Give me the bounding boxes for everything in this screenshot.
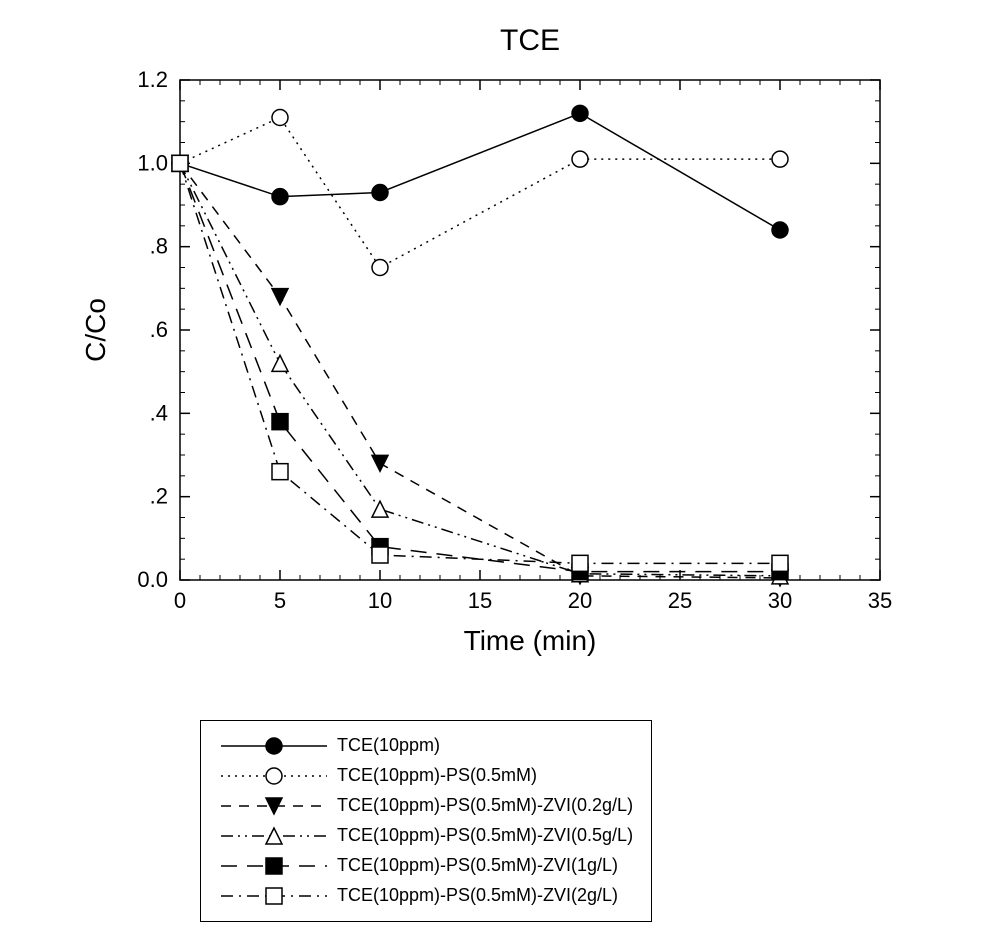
chart-svg: TCE 0 5 10 15 20 25 30 35 0.0 .2 .4 .6 .8 1.0 1.2 Time (… xyxy=(50,10,938,710)
marker-tce xyxy=(372,185,388,201)
marker-tce xyxy=(272,189,288,205)
series-line-tce_ps_zvi1 xyxy=(180,163,780,571)
legend-row: TCE(10ppm)-PS(0.5mM)-ZVI(2g/L) xyxy=(219,881,633,911)
legend-label: TCE(10ppm)-PS(0.5mM)-ZVI(1g/L) xyxy=(329,856,618,876)
legend-swatch xyxy=(219,791,329,821)
svg-text:10: 10 xyxy=(368,588,392,613)
legend-swatch xyxy=(219,731,329,761)
page-root: TCE 0 5 10 15 20 25 30 35 0.0 .2 .4 .6 .8 1.0 1.2 Time (… xyxy=(0,0,988,939)
chart-area: TCE 0 5 10 15 20 25 30 35 0.0 .2 .4 .6 .8 1.0 1.2 Time (… xyxy=(50,10,938,710)
legend-row: TCE(10ppm) xyxy=(219,731,633,761)
legend-swatch xyxy=(219,851,329,881)
marker-tce_ps xyxy=(572,151,588,167)
marker-tce_ps_zvi02 xyxy=(372,455,388,471)
series-line-tce_ps_zvi2 xyxy=(180,163,780,563)
svg-text:5: 5 xyxy=(274,588,286,613)
legend-label: TCE(10ppm)-PS(0.5mM)-ZVI(0.2g/L) xyxy=(329,796,633,816)
legend-row: TCE(10ppm)-PS(0.5mM)-ZVI(0.5g/L) xyxy=(219,821,633,851)
marker-tce xyxy=(772,222,788,238)
legend-row: TCE(10ppm)-PS(0.5mM) xyxy=(219,761,633,791)
legend-label: TCE(10ppm) xyxy=(329,736,440,756)
svg-text:0: 0 xyxy=(174,588,186,613)
svg-text:20: 20 xyxy=(568,588,592,613)
svg-text:25: 25 xyxy=(668,588,692,613)
series-line-tce_ps_zvi02 xyxy=(180,163,780,578)
svg-text:.4: .4 xyxy=(150,400,168,425)
svg-text:.6: .6 xyxy=(150,317,168,342)
svg-text:0.0: 0.0 xyxy=(137,567,168,592)
svg-text:30: 30 xyxy=(768,588,792,613)
legend-label: TCE(10ppm)-PS(0.5mM)-ZVI(2g/L) xyxy=(329,886,618,906)
svg-text:1.2: 1.2 xyxy=(137,67,168,92)
legend-row: TCE(10ppm)-PS(0.5mM)-ZVI(1g/L) xyxy=(219,851,633,881)
svg-text:C/Co: C/Co xyxy=(80,298,111,362)
series-line-tce xyxy=(180,113,780,230)
legend-label: TCE(10ppm)-PS(0.5mM) xyxy=(329,766,537,786)
marker-tce_ps xyxy=(272,110,288,126)
marker-tce_ps xyxy=(372,260,388,276)
svg-text:.2: .2 xyxy=(150,484,168,509)
series-line-tce_ps_zvi05 xyxy=(180,163,780,576)
svg-text:35: 35 xyxy=(868,588,892,613)
marker-tce_ps_zvi05 xyxy=(272,355,288,371)
marker-tce_ps_zvi2 xyxy=(572,555,588,571)
svg-text:TCE: TCE xyxy=(500,24,560,57)
svg-text:Time (min): Time (min) xyxy=(464,625,597,656)
svg-text:1.0: 1.0 xyxy=(137,150,168,175)
series-line-tce_ps xyxy=(180,118,780,268)
marker-tce_ps_zvi2 xyxy=(372,547,388,563)
legend-swatch xyxy=(219,881,329,911)
marker-tce_ps_zvi2 xyxy=(272,464,288,480)
legend: TCE(10ppm) TCE(10ppm)-PS(0.5mM) TCE(10ppm)… xyxy=(200,720,652,922)
marker-tce_ps_zvi05 xyxy=(372,501,388,517)
svg-text:.8: .8 xyxy=(150,234,168,259)
legend-row: TCE(10ppm)-PS(0.5mM)-ZVI(0.2g/L) xyxy=(219,791,633,821)
marker-tce_ps_zvi1 xyxy=(272,414,288,430)
marker-tce_ps_zvi2 xyxy=(772,555,788,571)
legend-swatch xyxy=(219,821,329,851)
svg-text:15: 15 xyxy=(468,588,492,613)
marker-tce_ps_zvi02 xyxy=(272,289,288,305)
legend-label: TCE(10ppm)-PS(0.5mM)-ZVI(0.5g/L) xyxy=(329,826,633,846)
marker-tce_ps_zvi2 xyxy=(172,155,188,171)
marker-tce_ps xyxy=(772,151,788,167)
legend-swatch xyxy=(219,761,329,791)
marker-tce xyxy=(572,105,588,121)
